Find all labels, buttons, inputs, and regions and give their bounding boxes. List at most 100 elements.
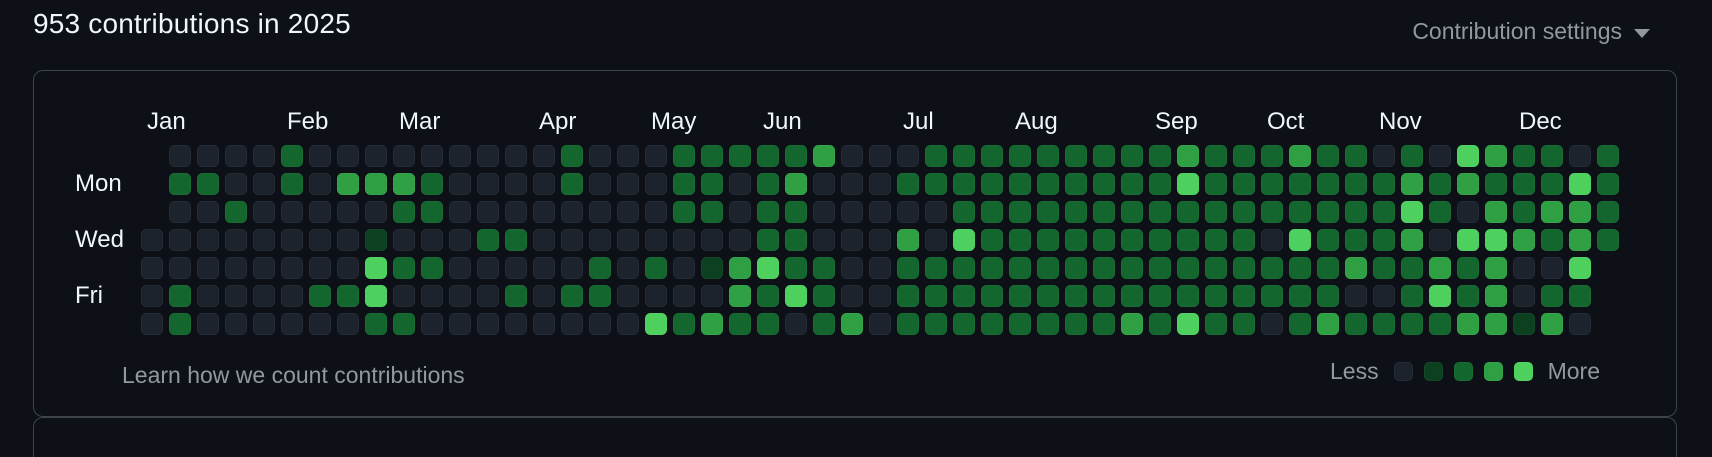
- contribution-cell[interactable]: [281, 313, 303, 335]
- contribution-cell[interactable]: [813, 229, 835, 251]
- contribution-cell[interactable]: [1317, 285, 1339, 307]
- contribution-cell[interactable]: [561, 257, 583, 279]
- contribution-cell[interactable]: [1261, 257, 1283, 279]
- contribution-cell[interactable]: [645, 229, 667, 251]
- contribution-cell[interactable]: [1317, 173, 1339, 195]
- contribution-cell[interactable]: [757, 229, 779, 251]
- contribution-cell[interactable]: [813, 285, 835, 307]
- contribution-cell[interactable]: [1149, 201, 1171, 223]
- contribution-cell[interactable]: [449, 257, 471, 279]
- contribution-cell[interactable]: [841, 229, 863, 251]
- contribution-cell[interactable]: [1289, 173, 1311, 195]
- contribution-cell[interactable]: [1121, 201, 1143, 223]
- contribution-cell[interactable]: [1513, 257, 1535, 279]
- contribution-cell[interactable]: [421, 173, 443, 195]
- contribution-cell[interactable]: [813, 257, 835, 279]
- contribution-cell[interactable]: [1373, 145, 1395, 167]
- contribution-cell[interactable]: [701, 229, 723, 251]
- contribution-cell[interactable]: [253, 229, 275, 251]
- contribution-cell[interactable]: [141, 285, 163, 307]
- contribution-cell[interactable]: [785, 313, 807, 335]
- contribution-cell[interactable]: [309, 229, 331, 251]
- contribution-cell[interactable]: [561, 173, 583, 195]
- contribution-cell[interactable]: [1177, 145, 1199, 167]
- contribution-cell[interactable]: [925, 201, 947, 223]
- contribution-cell[interactable]: [953, 313, 975, 335]
- contribution-cell[interactable]: [1289, 201, 1311, 223]
- contribution-cell[interactable]: [757, 313, 779, 335]
- contribution-cell[interactable]: [1009, 285, 1031, 307]
- contribution-cell[interactable]: [841, 257, 863, 279]
- contribution-cell[interactable]: [1513, 313, 1535, 335]
- contribution-cell[interactable]: [1205, 285, 1227, 307]
- contribution-cell[interactable]: [1345, 145, 1367, 167]
- contribution-cell[interactable]: [589, 229, 611, 251]
- contribution-cell[interactable]: [1485, 173, 1507, 195]
- contribution-cell[interactable]: [1485, 145, 1507, 167]
- contribution-cell[interactable]: [141, 313, 163, 335]
- contribution-cell[interactable]: [1345, 285, 1367, 307]
- contribution-cell[interactable]: [645, 313, 667, 335]
- contribution-cell[interactable]: [981, 145, 1003, 167]
- contribution-cell[interactable]: [1177, 201, 1199, 223]
- contribution-cell[interactable]: [197, 285, 219, 307]
- contribution-cell[interactable]: [477, 285, 499, 307]
- contribution-cell[interactable]: [589, 173, 611, 195]
- contribution-cell[interactable]: [309, 285, 331, 307]
- contribution-cell[interactable]: [1597, 201, 1619, 223]
- contribution-cell[interactable]: [757, 173, 779, 195]
- contribution-cell[interactable]: [925, 285, 947, 307]
- contribution-cell[interactable]: [253, 313, 275, 335]
- contribution-cell[interactable]: [1289, 313, 1311, 335]
- contribution-cell[interactable]: [673, 201, 695, 223]
- contribution-cell[interactable]: [841, 201, 863, 223]
- contribution-cell[interactable]: [673, 145, 695, 167]
- contribution-cell[interactable]: [169, 229, 191, 251]
- contribution-cell[interactable]: [1457, 145, 1479, 167]
- contribution-cell[interactable]: [1065, 145, 1087, 167]
- contribution-cell[interactable]: [1429, 229, 1451, 251]
- contribution-cell[interactable]: [1093, 229, 1115, 251]
- contribution-cell[interactable]: [729, 173, 751, 195]
- contribution-cell[interactable]: [981, 201, 1003, 223]
- contribution-cell[interactable]: [673, 173, 695, 195]
- contribution-cell[interactable]: [365, 145, 387, 167]
- contribution-cell[interactable]: [869, 313, 891, 335]
- contribution-cell[interactable]: [701, 285, 723, 307]
- contribution-cell[interactable]: [897, 201, 919, 223]
- contribution-cell[interactable]: [561, 201, 583, 223]
- contribution-cell[interactable]: [897, 257, 919, 279]
- contribution-cell[interactable]: [1597, 229, 1619, 251]
- contribution-cell[interactable]: [1149, 257, 1171, 279]
- contribution-cell[interactable]: [1541, 173, 1563, 195]
- contribution-cell[interactable]: [197, 173, 219, 195]
- contribution-cell[interactable]: [533, 285, 555, 307]
- contribution-cell[interactable]: [1065, 257, 1087, 279]
- contribution-cell[interactable]: [1289, 257, 1311, 279]
- contribution-cell[interactable]: [841, 313, 863, 335]
- contribution-cell[interactable]: [1121, 313, 1143, 335]
- contribution-cell[interactable]: [1429, 313, 1451, 335]
- contribution-cell[interactable]: [505, 145, 527, 167]
- contribution-cell[interactable]: [1037, 257, 1059, 279]
- contribution-cell[interactable]: [1569, 201, 1591, 223]
- contribution-cell[interactable]: [1541, 257, 1563, 279]
- contribution-cell[interactable]: [1457, 257, 1479, 279]
- contribution-cell[interactable]: [1205, 229, 1227, 251]
- contribution-cell[interactable]: [197, 145, 219, 167]
- contribution-cell[interactable]: [1093, 201, 1115, 223]
- contribution-cell[interactable]: [253, 257, 275, 279]
- contribution-cell[interactable]: [1121, 257, 1143, 279]
- contribution-cell[interactable]: [1093, 145, 1115, 167]
- contribution-cell[interactable]: [1485, 285, 1507, 307]
- contribution-cell[interactable]: [365, 285, 387, 307]
- contribution-cell[interactable]: [757, 285, 779, 307]
- contribution-cell[interactable]: [533, 173, 555, 195]
- contribution-cell[interactable]: [1457, 173, 1479, 195]
- contribution-cell[interactable]: [449, 313, 471, 335]
- contribution-cell[interactable]: [449, 229, 471, 251]
- contribution-cell[interactable]: [169, 201, 191, 223]
- contribution-cell[interactable]: [225, 201, 247, 223]
- contribution-cell[interactable]: [337, 145, 359, 167]
- contribution-cell[interactable]: [589, 145, 611, 167]
